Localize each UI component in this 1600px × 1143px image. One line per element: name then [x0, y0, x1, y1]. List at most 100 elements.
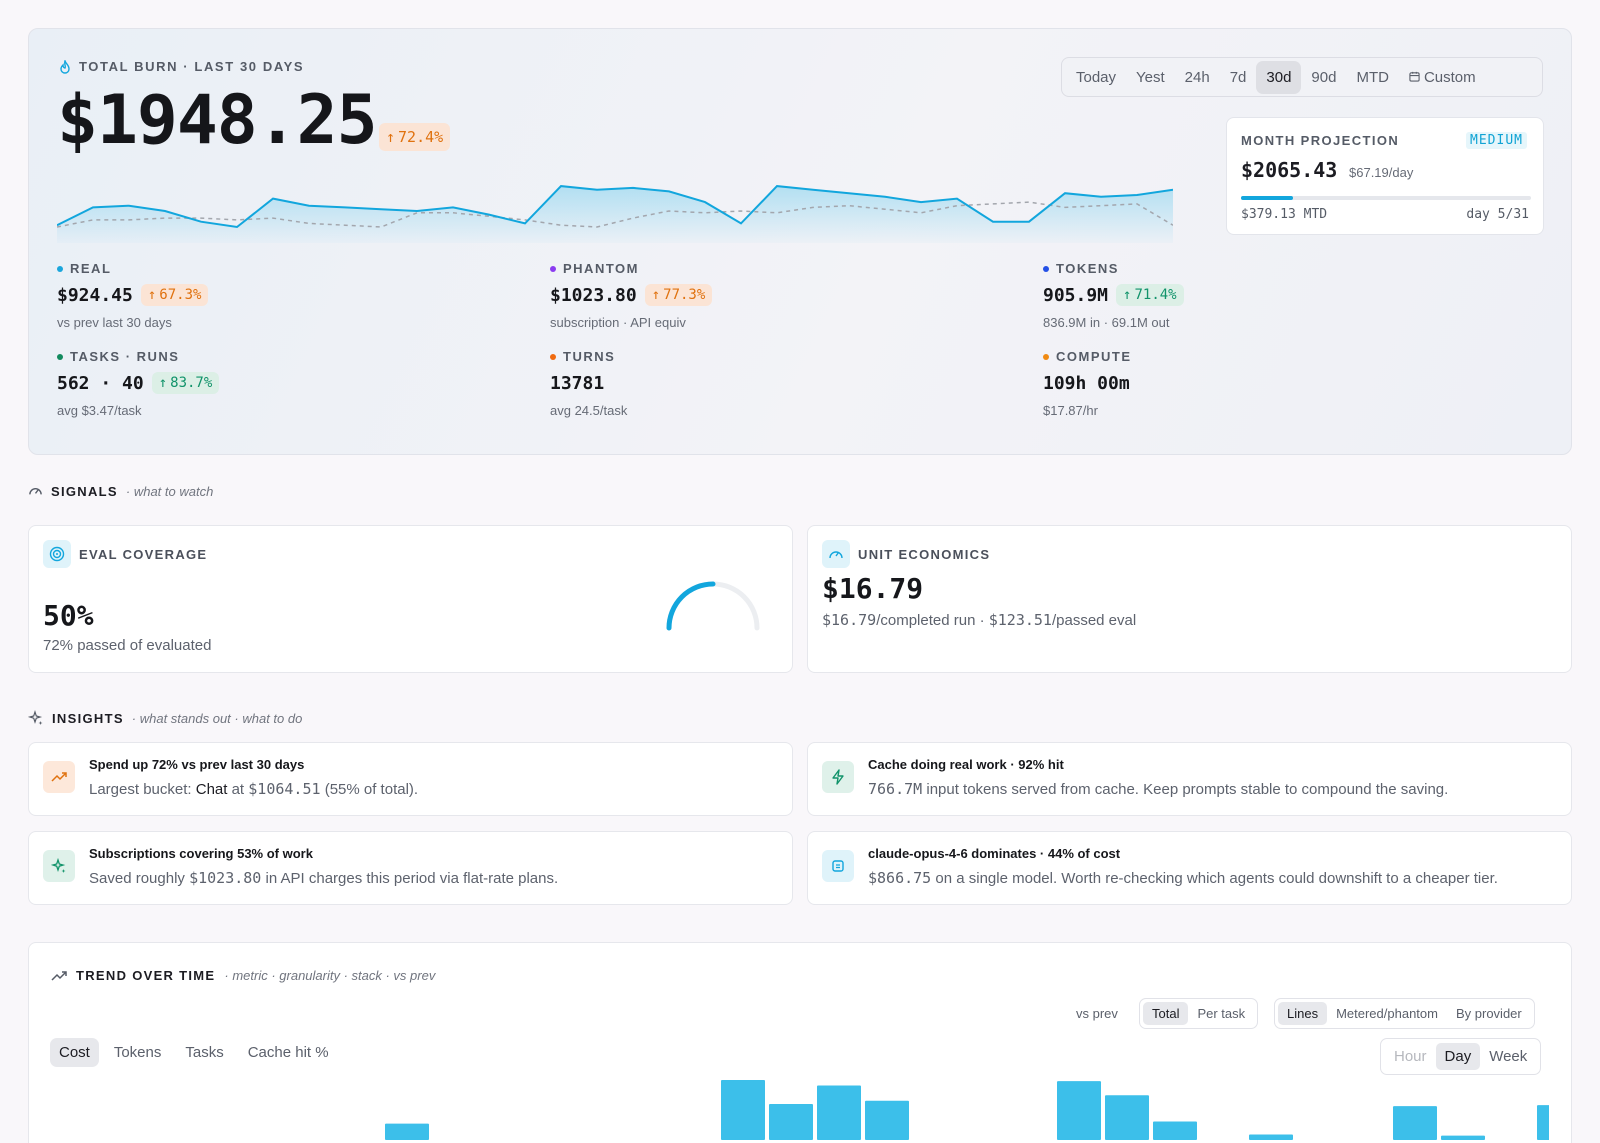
- unit-economics-sub: $16.79/completed run · $123.51/passed ev…: [822, 611, 1137, 629]
- mode-toggle: Total Per task: [1139, 998, 1259, 1029]
- trend-card: TREND OVER TIME · metric · granularity ·…: [28, 942, 1572, 1143]
- tab-tokens[interactable]: Tokens: [113, 1044, 162, 1061]
- metric-row: 905.9M ↑ 71.4%: [1043, 281, 1523, 309]
- metric-real: REAL $924.45 ↑ 67.3% vs prev last 30 days: [57, 261, 537, 330]
- range-90d[interactable]: 90d: [1311, 68, 1337, 86]
- projection-progress-fill: [1241, 196, 1294, 200]
- metric-compute: COMPUTE 109h 00m $17.87/hr: [1043, 349, 1523, 418]
- calendar-icon: [1409, 71, 1420, 85]
- metric-dot: [550, 353, 556, 360]
- projection-label: MONTH PROJECTION: [1241, 133, 1400, 148]
- insights-header: INSIGHTS · what stands out · what to do: [28, 710, 302, 726]
- arrow-up-icon: ↑: [158, 375, 168, 391]
- trend-bar: [1057, 1081, 1101, 1140]
- option-lines[interactable]: Lines: [1278, 1002, 1328, 1025]
- eval-coverage-title: EVAL COVERAGE: [79, 547, 208, 562]
- unit-economics-card[interactable]: UNIT ECONOMICS $16.79 $16.79/completed r…: [807, 525, 1572, 673]
- total-burn-amount: $1948.25: [57, 81, 378, 160]
- trend-bar: [1393, 1106, 1437, 1140]
- total-burn-panel: TOTAL BURN · LAST 30 DAYS $1948.25 ↑ 72.4…: [28, 28, 1572, 455]
- trend-bar: [817, 1085, 861, 1140]
- option-total[interactable]: Total: [1143, 1002, 1189, 1025]
- metric-row: 109h 00m: [1043, 369, 1523, 397]
- total-burn-change: ↑ 72.4%: [379, 123, 451, 151]
- range-custom[interactable]: Custom: [1399, 61, 1486, 94]
- option-week[interactable]: Week: [1489, 1048, 1528, 1065]
- projection-progress-track: [1241, 196, 1531, 200]
- option-per-task[interactable]: Per task: [1197, 1006, 1246, 1021]
- sparkle-icon: [43, 850, 75, 882]
- vs-prev-toggle[interactable]: vs prev: [1076, 1006, 1118, 1021]
- range-7d[interactable]: 7d: [1229, 68, 1247, 86]
- trend-bar: [1249, 1134, 1293, 1140]
- metric-change: ↑ 83.7%: [151, 372, 220, 394]
- gauge-icon: [822, 540, 850, 568]
- trend-bar: [865, 1100, 909, 1140]
- eval-gauge-fill: [666, 581, 716, 631]
- insights-subtitle: · what stands out · what to do: [131, 710, 303, 726]
- eval-coverage-card[interactable]: EVAL COVERAGE 50% 72% passed of evaluate…: [28, 525, 793, 673]
- insight-title: Subscriptions covering 53% of work: [89, 846, 313, 861]
- metric-value: $924.45: [57, 284, 133, 306]
- eval-coverage-gauge: [666, 581, 760, 631]
- arrow-up-icon: ↑: [147, 287, 157, 303]
- trend-subtitle: · metric · granularity · stack · vs prev: [224, 968, 436, 983]
- trend-bar-chart: [385, 1080, 1549, 1140]
- trend-bar: [721, 1080, 765, 1140]
- arrow-up-icon: ↑: [1123, 287, 1132, 303]
- metric-tabs: Cost Tokens Tasks Cache hit %: [50, 1038, 338, 1067]
- projection-amount: $2065.43: [1241, 158, 1338, 182]
- metric-dot: [57, 353, 63, 360]
- range-today[interactable]: Today: [1076, 68, 1117, 86]
- confidence-badge: MEDIUM: [1466, 132, 1527, 149]
- metric-value: 562 · 40: [57, 372, 144, 394]
- metric-label: TASKS · RUNS: [57, 349, 537, 364]
- metric-row: $924.45 ↑ 67.3%: [57, 281, 537, 309]
- option-metered-phantom[interactable]: Metered/phantom: [1336, 1006, 1438, 1021]
- gauge-icon: [29, 488, 42, 495]
- arrow-up-icon: ↑: [386, 128, 396, 146]
- sparkline-current-line: [57, 185, 1173, 229]
- metric-sub: vs prev last 30 days: [57, 315, 172, 330]
- metric-row: $1023.80 ↑ 77.3%: [550, 281, 1030, 309]
- projection-per-day: $67.19/day: [1349, 165, 1414, 180]
- range-mtd[interactable]: MTD: [1356, 68, 1389, 86]
- metric-value: $1023.80: [550, 284, 637, 306]
- sparkline-area: [57, 186, 1173, 243]
- metric-value: 13781: [550, 372, 605, 394]
- range-30d[interactable]: 30d: [1256, 60, 1302, 94]
- range-24h[interactable]: 24h: [1184, 68, 1210, 86]
- metric-value: 905.9M: [1043, 284, 1109, 306]
- metric-row: 13781: [550, 369, 1030, 397]
- signals-header: SIGNALS · what to watch: [28, 484, 213, 499]
- trend-header: TREND OVER TIME · metric · granularity ·…: [51, 968, 435, 983]
- insight-card[interactable]: Spend up 72% vs prev last 30 days Largest…: [28, 742, 793, 816]
- trending-up-icon: [43, 761, 75, 793]
- signals-title: SIGNALS: [51, 484, 118, 499]
- trend-bar: [1153, 1121, 1197, 1140]
- insight-card[interactable]: Cache doing real work · 92% hit 766.7M in…: [807, 742, 1572, 816]
- tab-tasks[interactable]: Tasks: [185, 1044, 224, 1061]
- option-hour[interactable]: Hour: [1394, 1048, 1427, 1065]
- tab-cost[interactable]: Cost: [50, 1038, 99, 1067]
- option-day[interactable]: Day: [1435, 1043, 1481, 1070]
- metric-phantom: PHANTOM $1023.80 ↑ 77.3% subscription · API …: [550, 261, 1030, 330]
- insight-body: $866.75 on a single model. Worth re-chec…: [868, 869, 1498, 887]
- total-burn-label: TOTAL BURN · LAST 30 DAYS: [59, 59, 304, 74]
- metric-sub: subscription · API equiv: [550, 315, 686, 330]
- insight-card[interactable]: claude-opus-4-6 dominates · 44% of cost $…: [807, 831, 1572, 905]
- chip-icon: [822, 850, 854, 882]
- month-projection-card: MONTH PROJECTION MEDIUM $2065.43 $67.19/…: [1226, 117, 1544, 235]
- metric-turns: TURNS 13781 avg 24.5/task: [550, 349, 1030, 418]
- metric-dot: [1043, 265, 1049, 272]
- trend-bar: [1441, 1135, 1485, 1140]
- tab-cache-hit[interactable]: Cache hit %: [247, 1044, 329, 1061]
- metric-dot: [550, 265, 556, 272]
- bolt-icon: [822, 761, 854, 793]
- burn-sparkline: [57, 185, 1173, 243]
- insight-body: Saved roughly $1023.80 in API charges th…: [89, 869, 559, 887]
- option-by-provider[interactable]: By provider: [1455, 1006, 1522, 1021]
- insight-card[interactable]: Subscriptions covering 53% of work Saved …: [28, 831, 793, 905]
- range-yest[interactable]: Yest: [1136, 68, 1165, 86]
- time-range-selector: Today Yest 24h 7d 30d 90d MTD Custom: [1061, 57, 1543, 97]
